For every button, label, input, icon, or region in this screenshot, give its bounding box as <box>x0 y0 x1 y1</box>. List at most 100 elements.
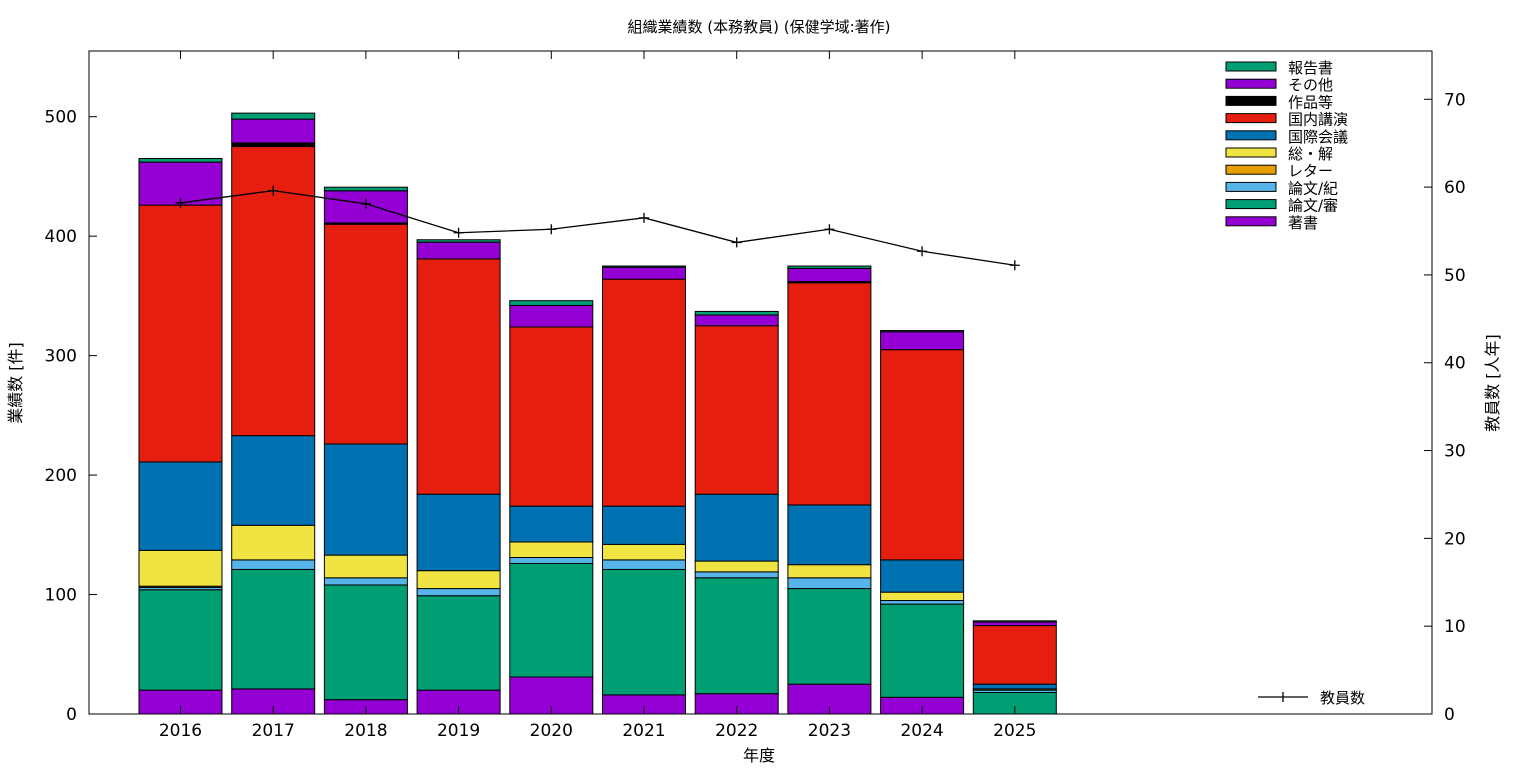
x-tick-label: 2016 <box>159 721 202 741</box>
x-tick-label: 2025 <box>993 721 1036 741</box>
bar-segment-2016-1 <box>138 589 223 691</box>
bar-segment-2024-2 <box>880 600 965 605</box>
bar-segment-2021-5 <box>602 505 686 545</box>
bar-segment-2023-5 <box>787 504 872 566</box>
faculty-count-point-2024 <box>917 246 928 257</box>
bar-segment-2021-9 <box>602 265 686 268</box>
y2-tick-label: 30 <box>1444 442 1466 462</box>
legend-swatch-6 <box>1225 164 1277 175</box>
bar-segment-2019-9 <box>416 239 501 243</box>
bar-segment-2024-9 <box>880 330 965 333</box>
bar-segment-2023-4 <box>787 564 872 579</box>
bar-segment-2019-5 <box>416 493 501 572</box>
y-tick-label: 500 <box>45 108 77 128</box>
legend-label: 論文/審 <box>1288 197 1338 215</box>
faculty-count-point-2016 <box>175 197 186 208</box>
bar-segment-2022-2 <box>694 571 779 579</box>
bar-segment-2017-5 <box>231 435 316 526</box>
bar-segment-2020-5 <box>509 505 594 543</box>
legend-swatch-2 <box>1225 95 1277 106</box>
x-tick-label: 2017 <box>252 721 295 741</box>
y2-tick-label: 40 <box>1444 354 1466 374</box>
bar-segment-2022-1 <box>694 577 779 695</box>
faculty-count-point-2017 <box>268 185 279 196</box>
legend-label: 報告書 <box>1288 59 1333 77</box>
legend-swatch-0 <box>1225 61 1277 72</box>
bar-segment-2017-2 <box>231 559 316 570</box>
legend-label: 総・解 <box>1288 145 1333 163</box>
faculty-count-line <box>180 189 1015 266</box>
legend-swatch-9 <box>1225 216 1277 227</box>
legend-swatch-5 <box>1225 147 1277 158</box>
bar-segment-2020-8 <box>509 304 594 328</box>
bar-segment-2019-4 <box>416 570 501 590</box>
y2-tick-label: 10 <box>1444 617 1466 637</box>
x-tick-label: 2023 <box>808 721 851 741</box>
bar-segment-2020-4 <box>509 541 594 559</box>
faculty-count-point-2019 <box>453 227 464 238</box>
bar-segment-2020-2 <box>509 557 594 564</box>
legend-label: レター <box>1288 162 1333 180</box>
bar-segment-2018-2 <box>323 577 408 586</box>
faculty-count-point-2025 <box>1009 260 1020 271</box>
y-tick-label: 100 <box>45 586 77 606</box>
bar-segment-2017-4 <box>231 524 316 561</box>
bar-segment-2023-8 <box>787 267 872 283</box>
bar-segment-2020-9 <box>509 300 594 306</box>
faculty-count-point-2018 <box>360 198 371 209</box>
bar-segment-2023-9 <box>787 265 872 269</box>
faculty-count-point-2023 <box>824 224 835 235</box>
bar-segment-2016-6 <box>138 204 223 463</box>
legend-swatch-7 <box>1225 181 1277 192</box>
bar-segment-2021-2 <box>602 559 686 570</box>
bar-segment-2025-6 <box>972 625 1057 685</box>
bar-segment-2017-1 <box>231 568 316 690</box>
legend-swatch-3 <box>1225 113 1277 124</box>
x-tick-label: 2022 <box>715 721 758 741</box>
bar-segment-2022-9 <box>694 310 779 316</box>
y-tick-label: 200 <box>45 466 77 486</box>
bar-segment-2016-9 <box>138 158 223 163</box>
bar-segment-2025-5 <box>972 683 1057 690</box>
bar-segment-2017-8 <box>231 118 316 144</box>
bar-segment-2024-1 <box>880 603 965 698</box>
bar-segment-2025-8 <box>972 621 1057 627</box>
y2-tick-label: 50 <box>1444 266 1466 286</box>
legend-label: 著書 <box>1288 214 1318 232</box>
bar-segment-2019-2 <box>416 588 501 597</box>
bar-segment-2019-1 <box>416 595 501 691</box>
bar-segment-2024-8 <box>880 331 965 351</box>
bar-segment-2021-8 <box>602 266 686 280</box>
bars-layer <box>138 112 1057 715</box>
y-tick-label: 0 <box>66 705 77 725</box>
bar-segment-2018-1 <box>323 584 408 701</box>
bar-segment-2023-2 <box>787 577 872 590</box>
bar-segment-2018-4 <box>323 554 408 579</box>
bar-segment-2024-6 <box>880 349 965 561</box>
legend-label: 国際会議 <box>1288 128 1348 146</box>
y-tick-label: 400 <box>45 227 77 247</box>
legend-label: 論文/紀 <box>1288 179 1338 197</box>
bar-segment-2025-9 <box>972 620 1057 623</box>
bar-segment-2019-8 <box>416 241 501 260</box>
bar-segment-2017-9 <box>231 112 316 120</box>
legend-label: その他 <box>1288 76 1333 94</box>
bar-segment-2023-6 <box>787 282 872 506</box>
bar-segment-2022-4 <box>694 560 779 573</box>
y-tick-label: 300 <box>45 347 77 367</box>
bar-segment-2023-1 <box>787 588 872 685</box>
legend-swatch-4 <box>1225 130 1277 141</box>
plot-frame <box>88 50 1433 715</box>
legend-swatch-1 <box>1225 78 1277 89</box>
x-axis: 2016 2017 2018 2019 2020 2021 2022 2023 2024 2025 <box>159 51 1036 741</box>
y-axis-label: 業績数 [件] <box>6 342 25 424</box>
bar-segment-2016-4 <box>138 549 223 587</box>
legend-swatch-8 <box>1225 199 1277 210</box>
right-axis: 0 10 20 30 40 50 60 70 <box>1424 90 1466 725</box>
bar-segment-2018-9 <box>323 186 408 192</box>
x-axis-label: 年度 <box>743 746 775 765</box>
bar-segment-2018-5 <box>323 443 408 556</box>
x-tick-label: 2020 <box>530 721 573 741</box>
